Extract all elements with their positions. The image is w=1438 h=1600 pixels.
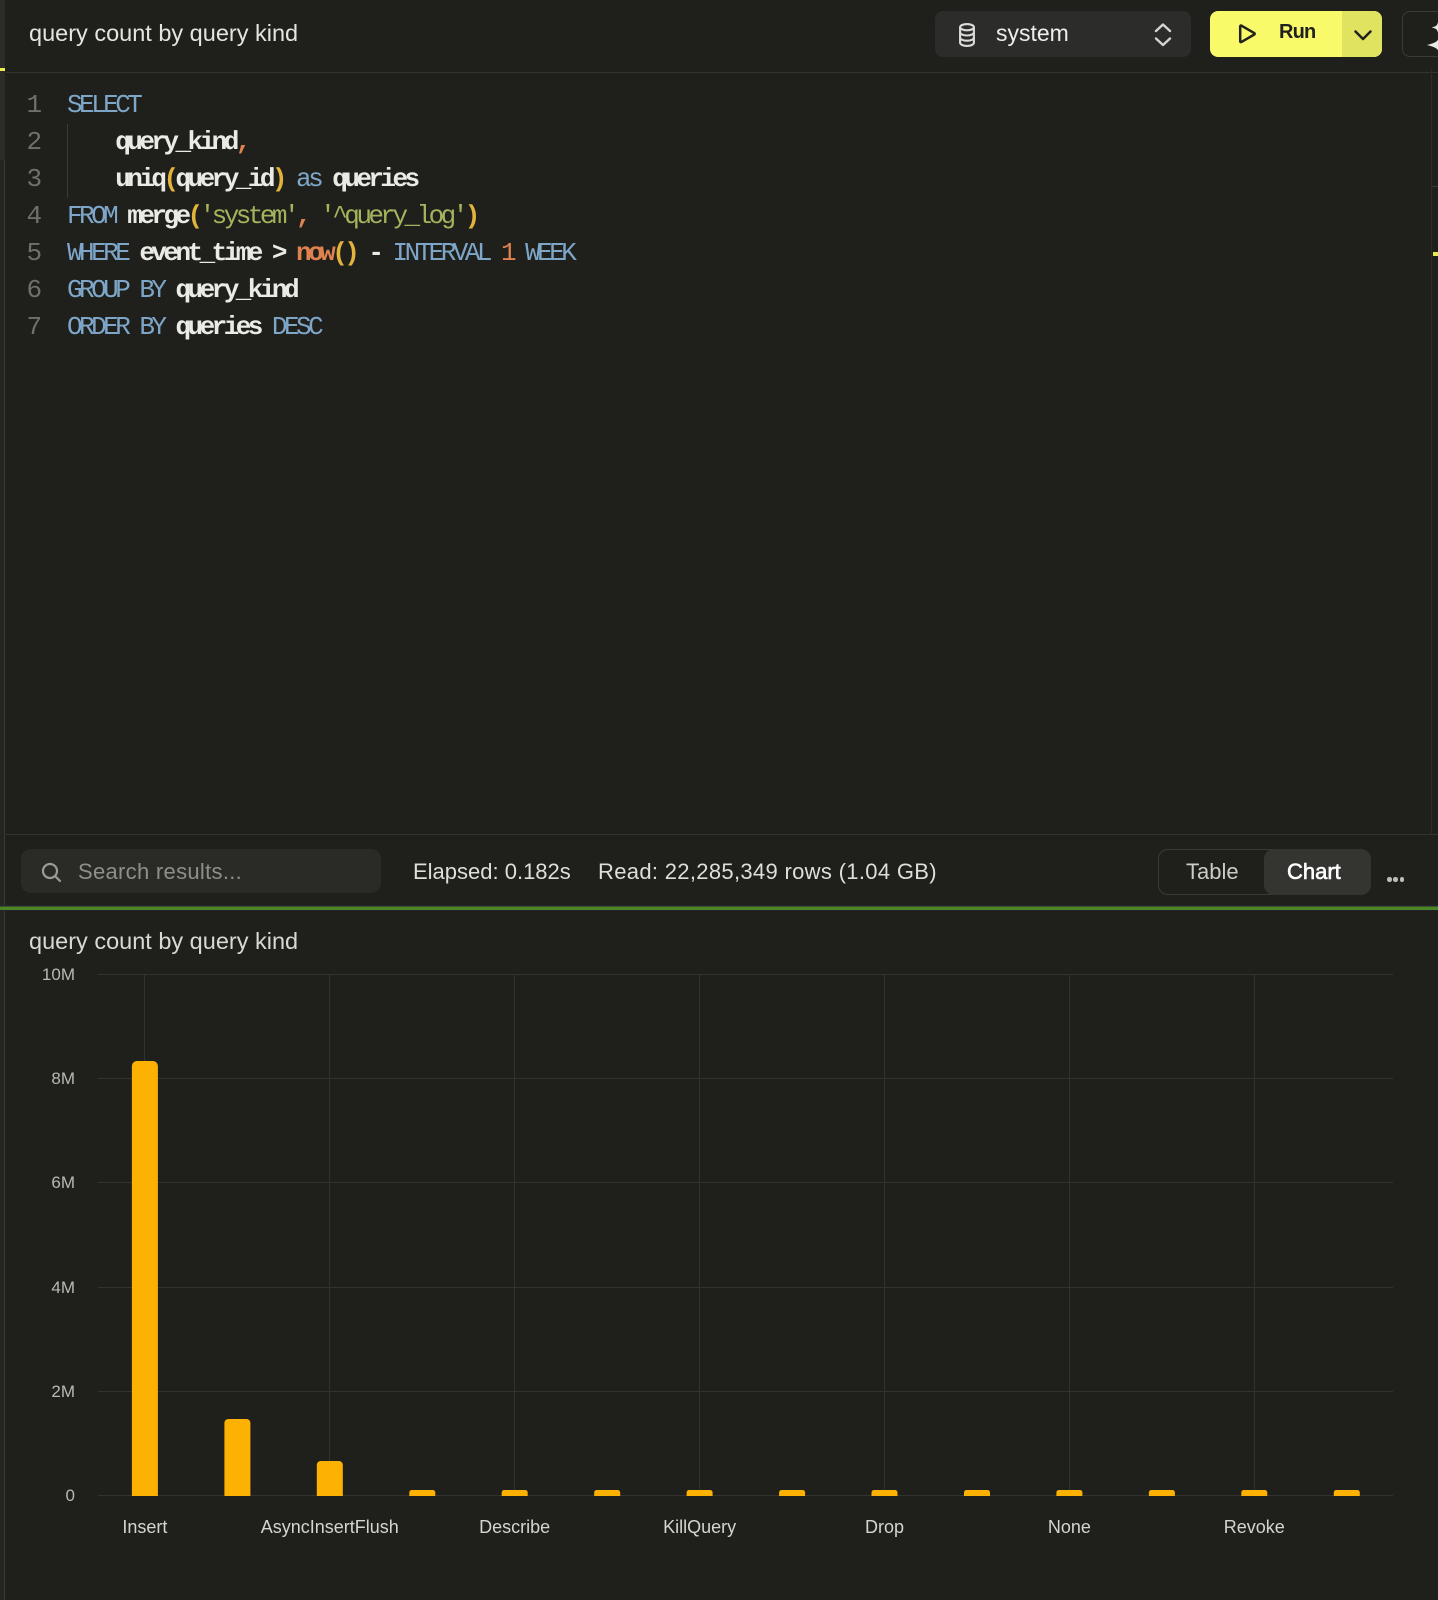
svg-text:6M: 6M [51,1173,75,1192]
svg-text:None: None [1048,1517,1091,1537]
svg-text:KillQuery: KillQuery [663,1517,736,1537]
svg-text:Describe: Describe [479,1517,550,1537]
svg-text:Drop: Drop [865,1517,904,1537]
svg-text:4M: 4M [51,1278,75,1297]
svg-text:8M: 8M [51,1069,75,1088]
svg-text:0: 0 [66,1486,75,1505]
svg-text:10M: 10M [42,965,75,984]
svg-text:AsyncInsertFlush: AsyncInsertFlush [261,1517,399,1537]
svg-text:2M: 2M [51,1382,75,1401]
svg-text:Insert: Insert [122,1517,167,1537]
svg-text:Revoke: Revoke [1224,1517,1285,1537]
